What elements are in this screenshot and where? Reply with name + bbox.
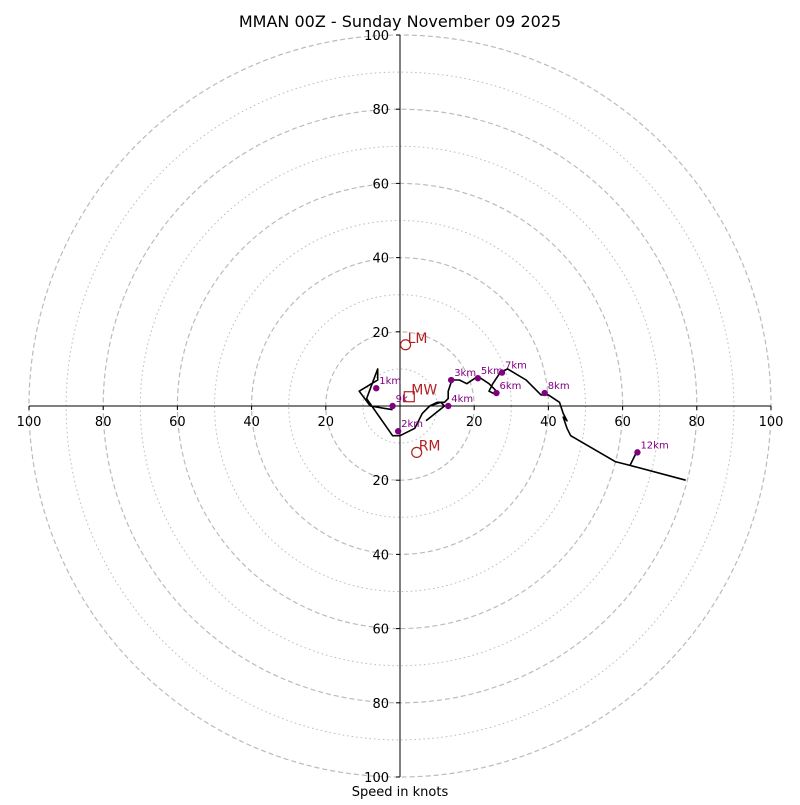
height-label: 5km [481,366,503,377]
height-marker [634,449,641,456]
chart-title: MMAN 00Z - Sunday November 09 2025 [239,12,561,31]
x-tick-label: 100 [17,415,42,430]
height-markers: 1km 2km 3km 4km 5km 6km 7km 8km 12km 9k [373,361,669,456]
height-marker [541,389,548,397]
height-label: 6km [499,381,521,392]
x-tick-label: 60 [169,415,186,430]
height-marker [445,402,452,410]
x-tick-label: 20 [318,415,335,430]
x-tick-label: 80 [95,415,112,430]
x-axis-label: Speed in knots [352,785,449,800]
y-tick-label: 80 [372,697,389,712]
y-tick-label: 80 [372,103,389,118]
x-tick-label: 20 [466,415,483,430]
y-tick-label: 20 [372,474,389,489]
storm-motion-marker [411,446,423,458]
x-tick-label: 40 [540,415,557,430]
storm-motion-markers: LM RM MW [399,331,441,458]
height-marker [474,374,482,382]
y-tick-label: 60 [372,177,389,192]
x-tick-label: 40 [243,415,260,430]
tick-labels: 100 80 60 40 20 20 40 60 80 100 100 80 60 40 20 20 40 60 8… [17,29,784,786]
y-tick-label: 40 [372,252,389,267]
height-marker [493,389,500,397]
axes [29,35,771,777]
y-tick-label: 40 [372,548,389,563]
height-label: 9k [396,394,408,405]
height-label: 1km [379,376,401,387]
y-tick-label: 20 [372,326,389,341]
x-tick-label: 80 [689,415,706,430]
height-label: 2km [401,419,423,430]
storm-motion-marker [399,339,412,351]
height-marker [498,369,506,376]
hodograph-series-line [358,368,686,481]
x-tick-label: 100 [759,415,784,430]
storm-motion-marker [403,391,415,403]
storm-motion-label: MW [411,383,437,399]
height-label: 12km [640,440,668,451]
hodograph-series-line [425,401,446,422]
y-tick-label: 100 [364,771,389,786]
y-tick-label: 100 [364,29,389,44]
height-label: 3km [454,368,476,379]
height-marker [447,376,455,384]
height-marker [389,402,396,410]
storm-motion-label: LM [408,331,428,347]
height-label: 8km [548,381,570,392]
height-marker [394,428,402,435]
storm-motion-label: RM [419,438,441,454]
x-tick-label: 60 [614,415,631,430]
height-label: 7km [505,361,527,372]
y-tick-label: 60 [372,623,389,638]
height-label: 4km [451,394,473,405]
height-marker [373,384,380,392]
